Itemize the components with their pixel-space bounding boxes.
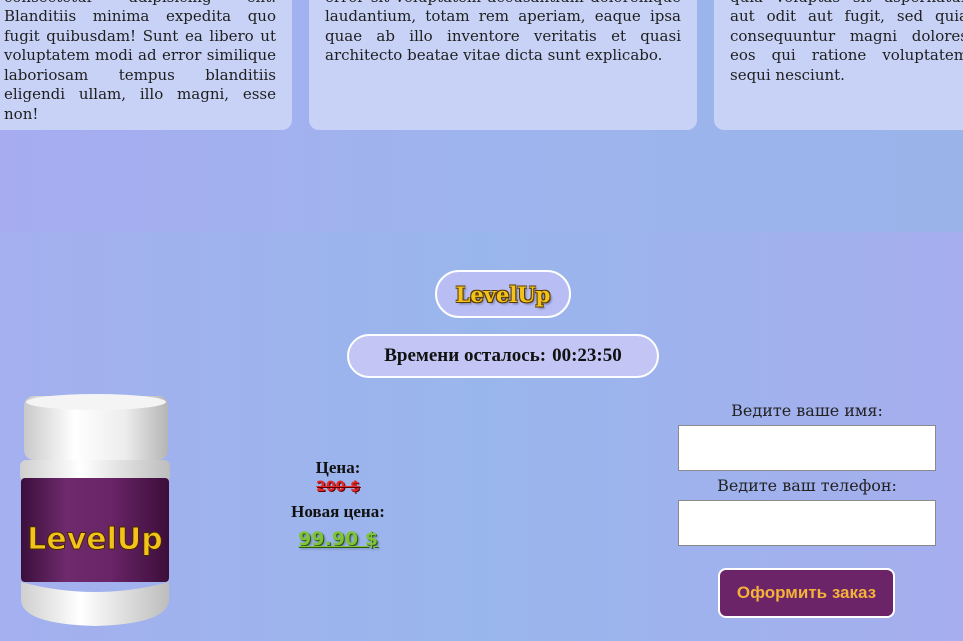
timer-label: Времени осталось: bbox=[384, 345, 547, 366]
new-price: 99.90 $ bbox=[298, 528, 378, 550]
testimonial-text: Lorem ipsum dolor sit amet consectetur a… bbox=[4, 0, 276, 123]
new-price-label: Новая цена: bbox=[291, 502, 385, 521]
product-jar-image: LevelUp bbox=[20, 394, 170, 626]
phone-field-label: Ведите ваш телефон: bbox=[717, 476, 897, 495]
price-block: Цена: 200 $ Новая цена: 99.90 $ bbox=[268, 458, 408, 550]
order-form: Ведите ваше имя: Ведите ваш телефон: Офо… bbox=[678, 400, 936, 618]
brand-badge: LevelUp bbox=[435, 270, 571, 318]
brand-name: LevelUp bbox=[455, 281, 551, 307]
old-price: 200 $ bbox=[316, 479, 360, 495]
testimonial-card: Lorem ipsum dolor sit amet consectetur a… bbox=[0, 0, 292, 130]
name-field-label: Ведите ваше имя: bbox=[731, 401, 883, 420]
phone-input[interactable] bbox=[678, 500, 936, 546]
order-button[interactable]: Оформить заказ bbox=[718, 568, 895, 618]
countdown-timer: Времени осталось: 00:23:50 bbox=[347, 334, 659, 378]
name-input[interactable] bbox=[678, 425, 936, 471]
testimonial-card: Sed ut perspiciatis unde omnis iste natu… bbox=[309, 0, 697, 130]
testimonial-text: Sed ut perspiciatis unde omnis iste natu… bbox=[325, 0, 681, 64]
product-label: LevelUp bbox=[27, 522, 162, 557]
price-label: Цена: bbox=[315, 458, 361, 477]
testimonial-card: Nemo enim ipsam voluptatem quia voluptas… bbox=[714, 0, 963, 130]
timer-value: 00:23:50 bbox=[552, 345, 622, 366]
testimonial-text: Nemo enim ipsam voluptatem quia voluptas… bbox=[730, 0, 963, 84]
